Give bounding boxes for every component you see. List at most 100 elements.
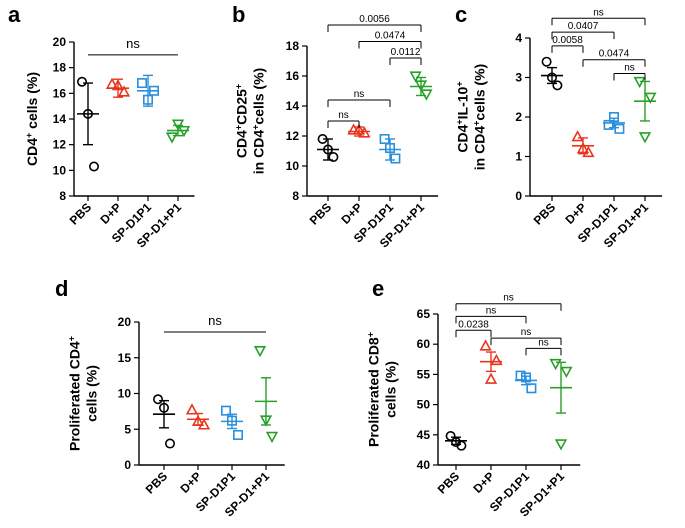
data-point	[541, 56, 552, 67]
data-point	[227, 415, 238, 426]
data-point	[603, 119, 614, 130]
data-point	[576, 141, 590, 154]
comparison-label: ns	[503, 293, 514, 304]
panel-label: d	[55, 276, 68, 301]
group-SP-D1+P1	[549, 358, 573, 451]
panel-label: c	[455, 2, 467, 27]
data-point	[560, 366, 573, 379]
y-axis-label-line-1: Proliferated CD4+	[67, 336, 83, 451]
data-point	[191, 414, 205, 426]
panel-label: a	[8, 2, 21, 27]
data-point	[414, 80, 428, 92]
y-tick-label: 10	[53, 163, 67, 177]
group-SP-D1P1	[137, 74, 160, 107]
y-axis-label-line-1: CD4+ cells (%)	[24, 72, 40, 166]
y-tick-label: 5	[124, 422, 131, 436]
data-point	[153, 394, 164, 405]
group-SP-D1P1	[379, 134, 401, 164]
data-point	[420, 89, 433, 101]
data-point	[328, 152, 339, 163]
data-point	[83, 108, 94, 119]
x-tick-label: D+P	[97, 200, 124, 227]
comparison-label: 0.0112	[391, 47, 421, 58]
y-axis-label-line-2: in CD4+cells (%)	[472, 64, 488, 170]
comparison-label: ns	[593, 7, 604, 18]
data-point	[644, 92, 657, 104]
group-D+P	[571, 130, 595, 158]
group-D+P	[185, 403, 211, 430]
data-point	[554, 439, 568, 451]
comparison-label: 0.0238	[458, 319, 489, 330]
y-tick-label: 10	[286, 159, 300, 173]
data-point	[484, 372, 498, 384]
group-PBS	[445, 431, 467, 451]
group-SP-D1P1	[603, 112, 625, 134]
group-PBS	[317, 134, 339, 163]
data-point	[143, 94, 154, 105]
comparison-label: ns	[624, 63, 635, 74]
y-tick-label: 65	[417, 307, 431, 321]
group-SP-D1+P1	[165, 119, 191, 144]
x-tick-label: PBS	[143, 469, 170, 496]
data-point	[608, 112, 619, 123]
x-tick-label: D+P	[562, 200, 589, 227]
y-tick-label: 20	[53, 35, 67, 49]
x-tick-label: PBS	[307, 200, 334, 227]
data-point	[552, 80, 563, 91]
y-axis-label-line-1: Proliferated CD8+	[366, 332, 382, 447]
x-tick-label: D+P	[338, 200, 365, 227]
data-point	[137, 78, 148, 89]
group-SP-D1+P1	[409, 71, 433, 101]
y-tick-label: 4	[515, 31, 522, 45]
data-point	[77, 76, 88, 87]
data-point	[259, 415, 273, 427]
y-tick-label: 14	[286, 99, 300, 113]
data-point	[317, 134, 328, 145]
x-tick-label: PBS	[531, 200, 558, 227]
data-point	[358, 126, 371, 138]
y-tick-label: 60	[417, 337, 431, 351]
data-point	[105, 77, 119, 89]
data-point	[352, 123, 366, 135]
data-point	[638, 132, 652, 144]
data-point	[409, 71, 422, 83]
y-tick-label: 14	[53, 112, 67, 126]
data-point	[490, 353, 503, 366]
x-tick-label: D+P	[470, 469, 497, 496]
x-tick-label: PBS	[435, 469, 462, 496]
data-point	[379, 134, 390, 145]
y-tick-label: 16	[53, 86, 67, 100]
y-tick-label: 8	[292, 189, 299, 203]
comparison-label: ns	[208, 313, 222, 328]
y-tick-label: 16	[286, 69, 300, 83]
data-point	[159, 402, 170, 413]
y-tick-label: 0	[515, 189, 522, 203]
y-tick-label: 10	[118, 387, 132, 401]
group-PBS	[77, 76, 100, 172]
group-SP-D1+P1	[633, 76, 657, 144]
y-tick-label: 18	[53, 61, 67, 75]
data-point	[384, 143, 395, 154]
comparison-label: 0.0474	[599, 49, 630, 60]
data-point	[515, 370, 526, 381]
data-point	[450, 437, 461, 448]
data-point	[165, 132, 179, 144]
group-PBS	[541, 56, 563, 91]
group-SP-D1P1	[221, 405, 244, 440]
y-axis-label-line-2: cells (%)	[383, 361, 399, 418]
data-point	[549, 358, 562, 371]
data-point	[221, 405, 232, 416]
data-point	[322, 144, 333, 155]
y-tick-label: 2	[515, 110, 522, 124]
data-point	[233, 429, 244, 440]
y-axis-label-line-2: in CD4+cells (%)	[251, 68, 267, 174]
comparison-label: 0.0474	[375, 31, 406, 42]
y-axis-label-line-2: cells (%)	[84, 365, 100, 422]
comparison-label: ns	[354, 89, 365, 100]
data-point	[117, 85, 131, 97]
